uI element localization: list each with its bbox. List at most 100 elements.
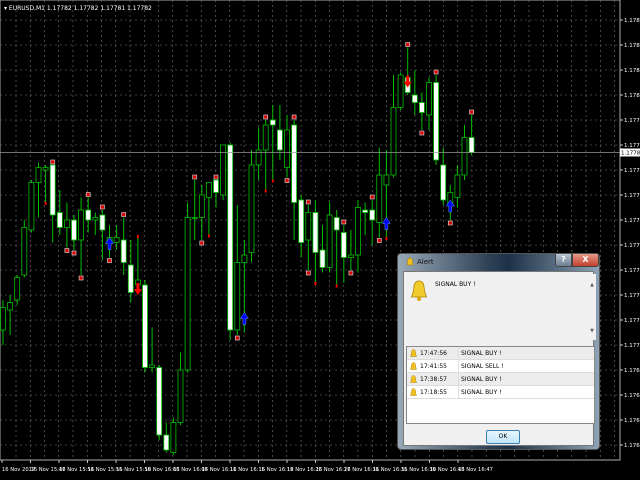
bull-candle (454, 174, 461, 198)
close-button[interactable]: X (572, 254, 599, 267)
alert-history-row[interactable]: 17:41:55 SIGNAL SELL ! (407, 360, 594, 373)
price-label: 1.17665 (624, 443, 640, 449)
alert-history-row[interactable]: 17:47:56 SIGNAL BUY ! (407, 347, 594, 360)
fractal-marker (213, 174, 219, 180)
signal-dot (44, 202, 47, 205)
current-price-box (620, 148, 640, 157)
bell-icon (410, 375, 417, 383)
fractal-marker (419, 130, 425, 136)
alert-time: 17:41:55 (420, 363, 447, 370)
bear-candle (362, 209, 369, 213)
bear-candle (468, 137, 475, 153)
time-label: 16 Nov 16:11 (202, 467, 237, 473)
time-label: 16 Nov 16:23 (287, 467, 322, 473)
bull-candle (376, 174, 383, 223)
help-button[interactable]: ? (555, 254, 572, 267)
bull-candle (426, 82, 432, 116)
alert-text: SIGNAL BUY ! (458, 386, 502, 398)
bull-candle (198, 194, 205, 218)
fractal-marker (291, 114, 297, 120)
time-label: 16 Nov 16:15 (230, 467, 265, 473)
alert-title-bar[interactable]: Alert ? X (403, 254, 599, 271)
bull-candle (234, 262, 241, 331)
time-label: 16 Nov 15:59 (116, 467, 151, 473)
fractal-marker (369, 194, 375, 200)
fractal-marker (469, 109, 474, 115)
bear-candle (298, 199, 305, 243)
bear-candle (411, 94, 418, 103)
fractal-marker (263, 114, 269, 120)
alert-time: 17:38:57 (420, 376, 447, 383)
fractal-marker (50, 159, 56, 165)
bull-candle (28, 182, 35, 231)
fractal-marker (100, 204, 105, 210)
bear-candle (276, 129, 283, 151)
time-label: 16 Nov 16:35 (373, 467, 408, 473)
sell-arrow-icon (403, 75, 412, 88)
time-label: 16 Nov 16:27 (316, 467, 351, 473)
fractal-marker (405, 42, 411, 47)
time-label: 16 Nov 15:51 (59, 467, 94, 473)
alert-history-row[interactable]: 17:38:57 SIGNAL BUY ! (407, 373, 594, 386)
fractal-marker (376, 238, 382, 243)
fractal-marker (348, 270, 354, 276)
bull-candle (262, 124, 269, 151)
bear-candle (127, 264, 134, 293)
bull-candle (305, 212, 312, 241)
symbol-line: EURUSD,M1 1.17782 1.17782 1.17781 1.1778… (8, 5, 152, 12)
signal-dot (385, 237, 388, 240)
bull-candle (184, 217, 191, 371)
bear-candle (85, 209, 92, 221)
bull-candle (255, 149, 262, 166)
time-label: 16 Nov 16:19 (259, 467, 294, 473)
bull-candle (21, 227, 28, 276)
fractal-marker (284, 178, 290, 183)
alert-text: SIGNAL BUY ! (458, 347, 502, 359)
signal-dot (335, 284, 338, 288)
bear-candle (120, 239, 127, 263)
bear-candle (312, 212, 319, 253)
buy-arrow-icon (105, 237, 114, 250)
price-label: 1.17805 (624, 93, 640, 99)
fractal-marker (71, 250, 77, 256)
price-label: 1.17775 (624, 168, 640, 174)
fractal-marker (121, 212, 127, 217)
price-label: 1.17835 (624, 18, 640, 24)
sell-arrow-icon (133, 283, 142, 295)
price-label: 1.17755 (624, 218, 640, 224)
price-label: 1.17765 (624, 193, 640, 199)
bull-candle (170, 422, 177, 453)
alert-history-list[interactable]: 17:47:56 SIGNAL BUY ! 17:41:55 SIGNAL SELL … (406, 346, 595, 424)
bear-candle (319, 249, 326, 268)
bull-candle (248, 164, 255, 253)
bear-candle (269, 119, 276, 126)
bear-candle (49, 164, 56, 216)
bear-candle (71, 219, 77, 241)
ok-button[interactable]: OK (486, 430, 520, 444)
time-label: 16 Nov 16:31 (344, 467, 379, 473)
bull-candle (220, 144, 227, 196)
bull-candle (14, 277, 21, 301)
bull-candle (383, 174, 390, 186)
bell-icon (410, 349, 417, 357)
signal-dot (207, 234, 210, 238)
price-label: 1.17745 (624, 243, 640, 249)
time-label: 16 Nov 16:07 (173, 467, 208, 473)
message-scrollbar[interactable]: ▲ ▼ (590, 282, 594, 334)
price-label: 1.17695 (624, 368, 640, 374)
alert-history-row[interactable]: 17:18:55 SIGNAL BUY ! (407, 386, 594, 399)
alert-time: 17:18:55 (420, 389, 447, 396)
buy-arrow-icon (382, 217, 391, 230)
time-label: 16 Nov 16:43 (430, 467, 465, 473)
bull-candle (390, 107, 397, 176)
price-label: 1.17815 (624, 68, 640, 74)
time-label: 16 Nov 15:47 (31, 467, 66, 473)
fractal-marker (341, 219, 347, 225)
alert-time: 17:47:56 (420, 350, 447, 357)
alert-message-area: SIGNAL BUY ! ▲ ▼ (406, 274, 596, 340)
time-label: 16 Nov 16:03 (145, 467, 180, 473)
fractal-marker (433, 69, 439, 75)
price-label: 1.17725 (624, 293, 640, 299)
alert-text: SIGNAL SELL ! (458, 360, 504, 372)
signal-dot (264, 189, 267, 193)
